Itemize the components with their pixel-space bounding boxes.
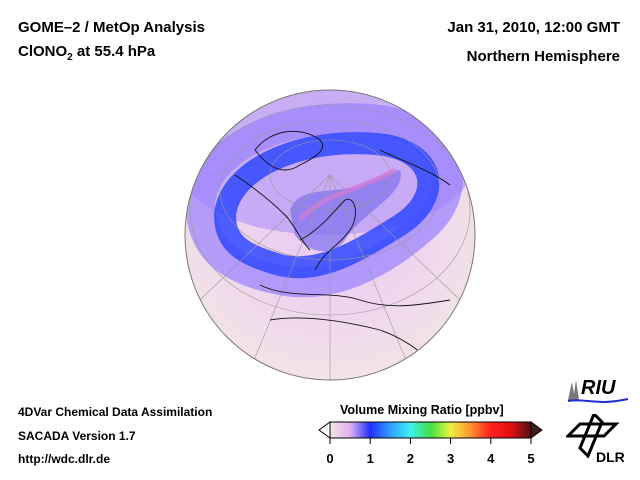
colorbar-tick-label: 5 <box>527 451 535 466</box>
region-label: Northern Hemisphere <box>466 48 620 65</box>
footer-url[interactable]: http://wdc.dlr.de <box>18 452 110 466</box>
globe-outline <box>184 89 476 381</box>
riu-logo: RIU <box>566 374 630 409</box>
colorbar-tick-label: 1 <box>366 451 374 466</box>
vortex-inner-ridge <box>298 167 397 222</box>
analysis-date: Jan 31, 2010, 12:00 GMT <box>447 19 620 36</box>
colorbar-max-arrow <box>530 421 543 439</box>
species-subscript: 2 <box>67 52 73 63</box>
riu-logo-text: RIU <box>581 377 616 399</box>
vortex-blue-band <box>213 132 440 279</box>
colorbar-tick-label: 4 <box>487 451 495 466</box>
vortex-edge-band <box>185 103 463 298</box>
colorbar-gradient <box>329 421 532 439</box>
dlr-logo-text: DLR <box>596 449 625 465</box>
dlr-emblem-icon <box>564 411 620 459</box>
vortex-core <box>290 170 401 252</box>
graticule <box>189 104 471 380</box>
coastlines <box>234 130 451 371</box>
riu-cathedral-icon <box>568 380 579 400</box>
title-instrument: GOME–2 / MetOp Analysis <box>18 19 205 36</box>
footer-method: 4DVar Chemical Data Assimilation <box>18 405 213 419</box>
footer-version: SACADA Version 1.7 <box>18 429 136 443</box>
globe-map <box>184 89 476 381</box>
title-species: ClONO2 at 55.4 hPa <box>18 43 155 63</box>
dlr-logo: DLR <box>564 411 630 471</box>
colorbar-tick-label: 0 <box>326 451 334 466</box>
colorbar-tick-label: 2 <box>406 451 414 466</box>
colorbar <box>318 421 543 444</box>
colorbar-min-arrow <box>318 421 331 439</box>
species-level: at 55.4 hPa <box>72 43 156 60</box>
species-name: ClONO <box>18 43 68 60</box>
colorbar-tick-label: 3 <box>446 451 455 466</box>
colorbar-label: Volume Mixing Ratio [ppbv] <box>340 403 504 417</box>
